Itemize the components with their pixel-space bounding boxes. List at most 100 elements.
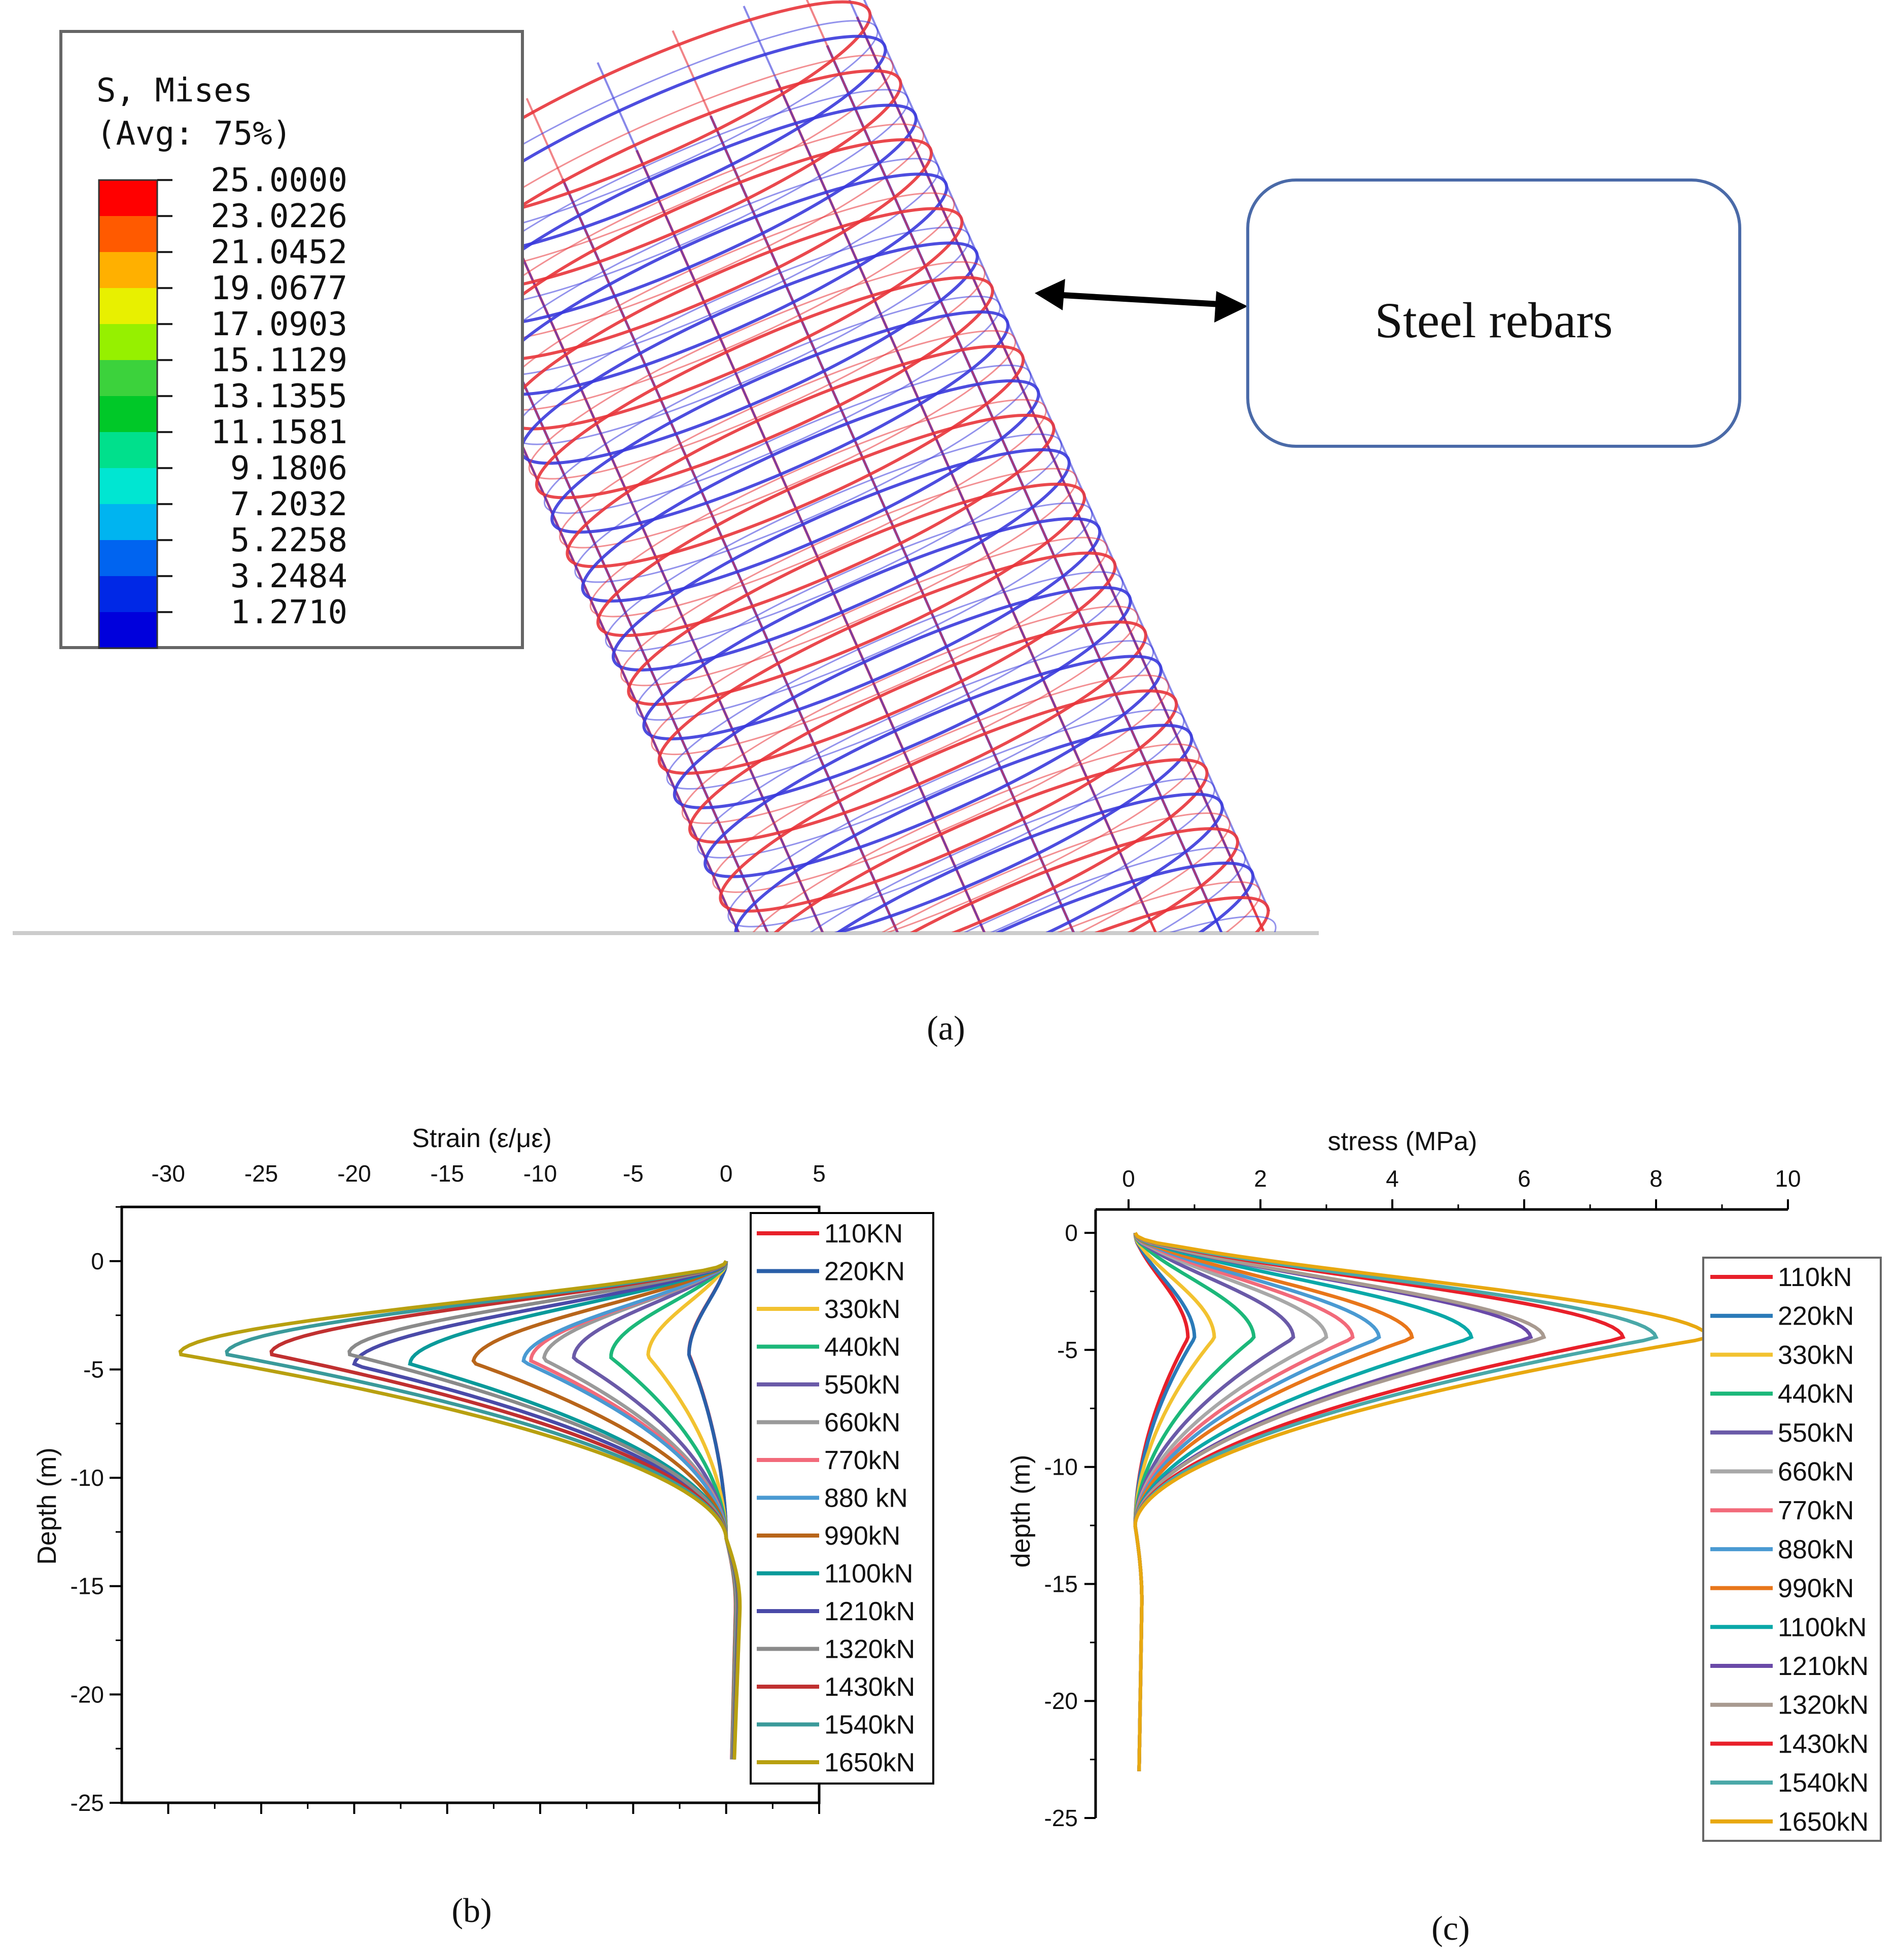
hoop-rebar: [811, 896, 1270, 932]
legend-level-label: 13.1355: [210, 378, 347, 415]
chart-b-ytick-label: -10: [71, 1465, 104, 1491]
chart-b-ylabel: Depth (m): [32, 1447, 62, 1564]
chart-b-legend-label: 1650kN: [824, 1748, 915, 1777]
legend-level-label: 9.1806: [230, 450, 347, 487]
hoop-rebar: [719, 689, 1178, 913]
stirrup-rebar: [743, 743, 1200, 932]
chart-c-legend-label: 770kN: [1778, 1496, 1854, 1525]
caption-c: (c): [1431, 1909, 1469, 1947]
callout-arrow-line: [1044, 291, 1238, 308]
panel-b-strain-chart: -30 -25 -20 -15 -10 -5 0 5 0 -5 -10 -15 -20 -25 Stra…: [32, 1124, 934, 1930]
chart-c-xtick-label: 4: [1386, 1165, 1399, 1192]
chart-b-legend-label: 550kN: [824, 1370, 900, 1400]
stirrup-rebar: [666, 571, 1123, 790]
chart-b-xtick-label: -25: [244, 1160, 278, 1187]
legend-level-label: 17.0903: [210, 306, 347, 343]
hoop-rebar: [673, 586, 1132, 809]
hoop-rebar: [734, 724, 1193, 932]
chart-c-series-line: [1133, 1232, 1355, 1771]
stirrup-rebar: [543, 295, 1001, 514]
chart-c-ytick-label: -15: [1044, 1571, 1078, 1597]
chart-c-legend-label: 660kN: [1778, 1457, 1854, 1487]
chart-b-legend-label: 990kN: [824, 1521, 900, 1551]
chart-c-ytick-label: -10: [1044, 1454, 1078, 1480]
chart-c-legend-label: 1650kN: [1778, 1807, 1869, 1837]
chart-b-legend-label: 110KN: [824, 1219, 903, 1249]
chart-c-ytick-label: 0: [1065, 1220, 1078, 1246]
legend-color-swatch: [99, 540, 157, 576]
caption-a: (a): [927, 1009, 965, 1047]
chart-c-xtick-label: 2: [1254, 1165, 1267, 1192]
panel-c-stress-chart: 0 2 4 6 8 10 0 -5 -10 -15 -20 -25 stress (MPa) dep…: [1006, 1127, 1882, 1947]
chart-b-xtick-label: -20: [337, 1160, 371, 1187]
stirrup-rebar: [559, 330, 1016, 549]
legend-level-label: 1.2710: [230, 594, 347, 631]
legend-level-label: 5.2258: [230, 522, 347, 559]
legend-color-swatch: [99, 324, 157, 360]
chart-b-legend-label: 880 kN: [824, 1484, 908, 1513]
steel-rebars-callout: Steel rebars: [1035, 179, 1741, 448]
legend-level-label: 19.0677: [210, 270, 347, 307]
chart-c-legend-label: 1210kN: [1778, 1652, 1869, 1681]
chart-b-legend-label: 660kN: [824, 1408, 900, 1438]
chart-c-series-line: [1133, 1232, 1546, 1771]
stirrup-rebar: [574, 364, 1032, 583]
legend-color-swatch: [99, 252, 157, 288]
legend-level-label: 7.2032: [230, 486, 347, 523]
chart-c-legend-label: 330kN: [1778, 1340, 1854, 1370]
chart-b-series-line: [471, 1260, 740, 1760]
chart-b-xtick-label: 0: [720, 1160, 733, 1187]
chart-c-series-line: [1133, 1232, 1381, 1771]
stirrup-rebar: [804, 881, 1261, 932]
chart-b-legend-label: 1430kN: [824, 1672, 915, 1702]
chart-c-legend-label: 880kN: [1778, 1535, 1854, 1564]
chart-c-xtick-label: 6: [1518, 1165, 1531, 1192]
chart-c-legend-label: 220kN: [1778, 1302, 1854, 1331]
chart-c-ytick-label: -20: [1044, 1688, 1078, 1714]
chart-c-series-line: [1133, 1232, 1712, 1771]
stirrup-rebar: [605, 433, 1062, 652]
chart-b-legend-label: 330kN: [824, 1295, 900, 1324]
chart-b-xtick-label: -10: [523, 1160, 557, 1187]
legend-color-swatch: [99, 504, 157, 540]
hoop-rebar: [780, 827, 1239, 932]
legend-level-label: 15.1129: [210, 342, 347, 379]
stirrup-rebar: [589, 399, 1047, 618]
chart-b-legend-label: 440kN: [824, 1333, 900, 1362]
hoop-rebar: [749, 758, 1209, 932]
callout-arrow-head-left: [1035, 279, 1065, 310]
chart-c-legend: 110kN 220kN 330kN 440kN 550kN 660kN 770kN 880kN…: [1702, 1257, 1882, 1842]
chart-c-ytick-label: -5: [1057, 1337, 1078, 1363]
chart-b-ytick-label: 0: [91, 1248, 104, 1274]
hoop-rebar: [550, 310, 1010, 534]
hoop-rebar: [566, 345, 1025, 568]
legend-colorbar-frame: [98, 179, 158, 649]
chart-c-xtick-label: 0: [1122, 1165, 1135, 1192]
stirrup-rebar: [681, 605, 1139, 824]
stirrup-rebar: [696, 640, 1154, 859]
legend-color-swatch: [99, 432, 157, 468]
stirrup-rebar: [758, 778, 1215, 932]
chart-b-legend-label: 220KN: [824, 1257, 905, 1287]
chart-b-series-line: [178, 1260, 742, 1760]
chart-c-legend-label: 550kN: [1778, 1418, 1854, 1448]
chart-b-xtick-label: -5: [623, 1160, 644, 1187]
hoop-rebar: [642, 517, 1102, 740]
chart-b-legend-label: 1320kN: [824, 1635, 915, 1664]
mises-legend: S, Mises (Avg: 75%) 25.000023.022621.045…: [59, 30, 524, 649]
stirrup-rebar: [727, 709, 1185, 928]
chart-b-legend-label: 1540kN: [824, 1710, 915, 1740]
legend-color-swatch: [99, 360, 157, 396]
chart-b-legend-label: 770kN: [824, 1446, 900, 1475]
hoop-rebar: [596, 413, 1056, 637]
legend-level-label: 21.0452: [210, 234, 347, 271]
chart-c-ytick-label: -25: [1044, 1805, 1078, 1831]
chart-b-xtick-label: 5: [813, 1160, 826, 1187]
chart-c-legend-label: 440kN: [1778, 1379, 1854, 1409]
callout-label: Steel rebars: [1375, 292, 1612, 348]
legend-level-label: 3.2484: [230, 558, 347, 595]
chart-b-xlabel: Strain (ε/με): [412, 1124, 552, 1153]
legend-color-swatch: [99, 612, 157, 648]
callout-box: [1246, 179, 1741, 448]
